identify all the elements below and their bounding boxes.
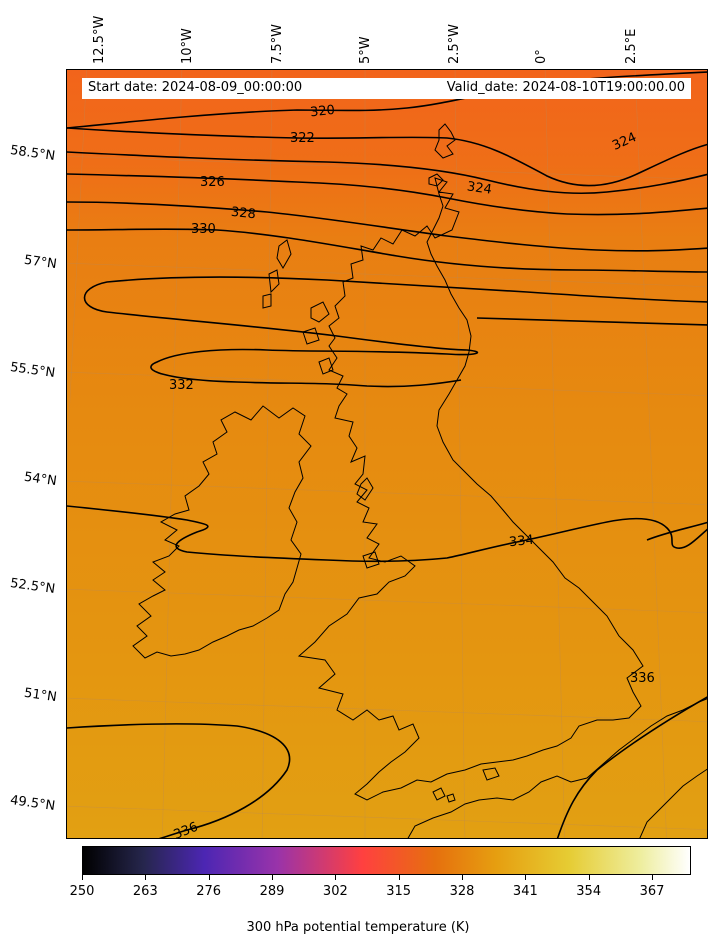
lat-label-55.5n: 55.5°N	[9, 359, 56, 382]
contour-336b	[556, 696, 707, 838]
contour-328	[67, 201, 707, 252]
colorbar-tickmark	[652, 875, 654, 880]
lon-label-2.5w: 2.5°W	[447, 23, 462, 64]
contour-326	[67, 173, 707, 216]
hebrides-inner	[302, 301, 334, 375]
hebrides-outer	[262, 239, 292, 309]
contour-labels: 320 322 324 324 326 328 330 332 334 336 …	[169, 103, 655, 838]
colorbar-tick-label: 328	[449, 884, 475, 899]
lat-label-54n: 54°N	[23, 469, 58, 490]
colorbar-tickmark	[272, 875, 273, 880]
valid-date-label: Valid_date: 2024-08-10T19:00:00.00	[446, 80, 685, 95]
netherlands-coast	[639, 768, 707, 838]
isentropes	[67, 71, 707, 838]
colorbar-tick-label: 302	[322, 884, 348, 899]
contour-label-322: 322	[290, 131, 315, 146]
contour-334	[67, 505, 707, 563]
colorbar-tickmark	[208, 875, 210, 880]
contour-label-320: 320	[309, 103, 335, 121]
colorbar-tickmark	[145, 875, 147, 880]
colorbar-tick-label: 367	[639, 884, 665, 899]
lat-label-49.5n: 49.5°N	[9, 792, 56, 815]
colorbar-tick-label: 276	[196, 884, 222, 899]
contour-label-326: 326	[200, 175, 225, 190]
graticule	[67, 70, 707, 838]
contour-label-328: 328	[230, 205, 256, 223]
colorbar-label: 300 hPa potential temperature (K)	[246, 920, 470, 935]
map-panel[interactable]: 320 322 324 324 326 328 330 332 334 336 …	[66, 69, 708, 839]
contour-336a	[67, 723, 291, 838]
great-britain-coastline	[297, 177, 644, 801]
lat-label-51n: 51°N	[23, 685, 58, 706]
colorbar-tickmark	[588, 875, 590, 880]
isle-of-wight	[482, 767, 500, 781]
contour-label-336-east: 336	[630, 671, 655, 686]
colorbar-tickmark	[398, 875, 400, 880]
contour-label-330: 330	[191, 222, 216, 237]
date-header: Start date: 2024-08-09_00:00:00 Valid_da…	[82, 78, 691, 99]
france-coast	[407, 698, 707, 838]
isle-of-man	[356, 477, 374, 501]
contour-330	[67, 228, 707, 273]
channel-islands	[432, 787, 456, 803]
lon-label-10w: 10°W	[180, 28, 195, 64]
colorbar-tick-label: 315	[386, 884, 412, 899]
lat-label-52.5n: 52.5°N	[9, 575, 56, 598]
contour-332a	[83, 276, 707, 388]
lat-label-58.5n: 58.5°N	[9, 142, 56, 165]
colorbar	[82, 846, 691, 875]
ireland-coastline	[132, 405, 312, 659]
coastlines	[132, 123, 707, 838]
contour-334b	[646, 521, 707, 541]
anglesey	[362, 551, 380, 569]
contour-label-324: 324	[466, 179, 493, 197]
contour-label-334: 334	[508, 533, 534, 551]
contour-322	[67, 127, 707, 187]
orkney	[428, 173, 444, 187]
contour-324	[67, 151, 707, 195]
contour-332b	[476, 317, 707, 326]
contour-label-332: 332	[169, 378, 194, 393]
colorbar-tickmark	[335, 875, 337, 880]
map-canvas: 320 322 324 324 326 328 330 332 334 336 …	[67, 70, 707, 838]
temperature-field	[67, 70, 707, 838]
lon-label-7.5w: 7.5°W	[270, 23, 285, 64]
lon-label-5w: 5°W	[358, 36, 373, 64]
colorbar-tick-label: 263	[132, 884, 158, 899]
colorbar-tickmark	[462, 875, 464, 880]
shetland	[434, 123, 456, 159]
colorbar-tick-label: 289	[259, 884, 285, 899]
lon-label-0: 0°	[534, 49, 549, 64]
colorbar-tick-label: 250	[69, 884, 95, 899]
lat-label-57n: 57°N	[23, 252, 58, 273]
colorbar-tick-label: 341	[512, 884, 538, 899]
colorbar-tick-label: 354	[576, 884, 602, 899]
lon-label-2.5e: 2.5°E	[624, 28, 639, 64]
lon-label-12.5w: 12.5°W	[92, 15, 107, 64]
colorbar-tickmark	[82, 875, 83, 880]
colorbar-tickmark	[525, 875, 527, 880]
start-date-label: Start date: 2024-08-09_00:00:00	[88, 80, 303, 95]
